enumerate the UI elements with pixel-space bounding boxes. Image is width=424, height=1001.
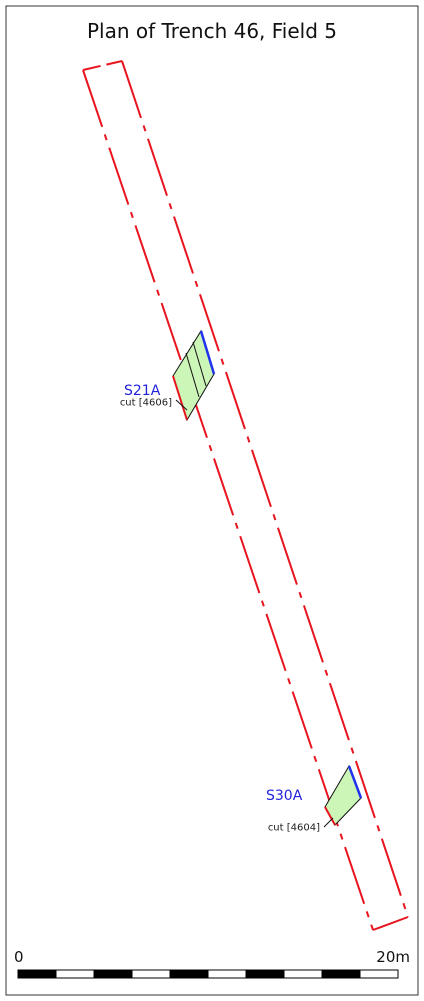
section-label: S30A bbox=[266, 788, 303, 804]
section-s30a bbox=[323, 764, 363, 828]
scale-start: 0 bbox=[14, 948, 24, 966]
section-label: S21A bbox=[124, 383, 161, 399]
trench-outline bbox=[82, 60, 409, 931]
section-s21a bbox=[172, 329, 216, 422]
scale-end: 20m bbox=[376, 948, 410, 966]
frame bbox=[5, 5, 419, 996]
cut-label: cut [4604] bbox=[268, 822, 320, 833]
title: Plan of Trench 46, Field 5 bbox=[87, 19, 337, 43]
scale-bar bbox=[17, 969, 399, 979]
cut-label: cut [4606] bbox=[120, 397, 172, 408]
